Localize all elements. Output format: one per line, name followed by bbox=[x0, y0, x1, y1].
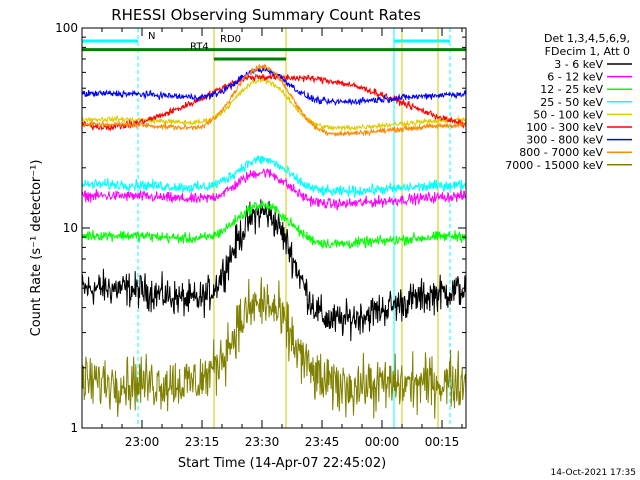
x-tick-label: 23:15 bbox=[185, 435, 220, 449]
y-tick-label: 100 bbox=[55, 21, 78, 35]
legend-label: 3 - 6 keV bbox=[554, 58, 603, 71]
series-line-1 bbox=[81, 168, 467, 211]
legend-label: 100 - 300 keV bbox=[526, 121, 603, 134]
series-line-7 bbox=[81, 63, 467, 138]
series-line-5 bbox=[81, 73, 467, 132]
x-tick-label: 23:00 bbox=[125, 435, 160, 449]
annotation-label: RT4 bbox=[190, 42, 209, 53]
x-tick-label: 00:15 bbox=[425, 435, 460, 449]
annotation-label: RD0 bbox=[220, 34, 241, 45]
x-tick-label: 23:45 bbox=[305, 435, 340, 449]
series-line-2 bbox=[81, 200, 467, 250]
footer-timestamp: 14-Oct-2021 17:35 bbox=[551, 468, 636, 478]
annotation-label: N bbox=[148, 31, 155, 42]
series-line-8 bbox=[81, 277, 467, 419]
y-tick-label: 1 bbox=[70, 421, 78, 435]
series-layer: N RD0 RT4 bbox=[81, 31, 467, 419]
series-line-0 bbox=[81, 199, 467, 342]
x-tick-label: 00:00 bbox=[365, 435, 400, 449]
series-line-4 bbox=[81, 77, 467, 132]
y-axis-label: Count Rate (s⁻¹ detector⁻¹) bbox=[29, 160, 44, 337]
series-line-3 bbox=[81, 155, 467, 199]
legend-label: 300 - 800 keV bbox=[526, 134, 603, 147]
legend: Det 1,3,4,5,6,9,FDecim 1, Att 03 - 6 keV… bbox=[505, 32, 632, 172]
legend-label: 50 - 100 keV bbox=[533, 108, 603, 121]
x-axis-label: Start Time (14-Apr-07 22:45:02) bbox=[178, 456, 386, 471]
legend-header: FDecim 1, Att 0 bbox=[545, 45, 630, 58]
x-tick-label: 23:30 bbox=[245, 435, 280, 449]
legend-label: 6 - 12 keV bbox=[547, 71, 603, 84]
legend-label: 25 - 50 keV bbox=[540, 96, 603, 109]
y-tick-label: 10 bbox=[63, 221, 78, 235]
legend-label: 800 - 7000 keV bbox=[519, 146, 603, 159]
chart-title: RHESSI Observing Summary Count Rates bbox=[111, 6, 421, 24]
legend-label: 7000 - 15000 keV bbox=[505, 159, 603, 172]
legend-label: 12 - 25 keV bbox=[540, 83, 603, 96]
legend-header: Det 1,3,4,5,6,9, bbox=[544, 32, 630, 45]
axes-layer: 1 10 100 23:00 23:15 23:30 23:45 00:00 00:15 bbox=[55, 21, 467, 449]
